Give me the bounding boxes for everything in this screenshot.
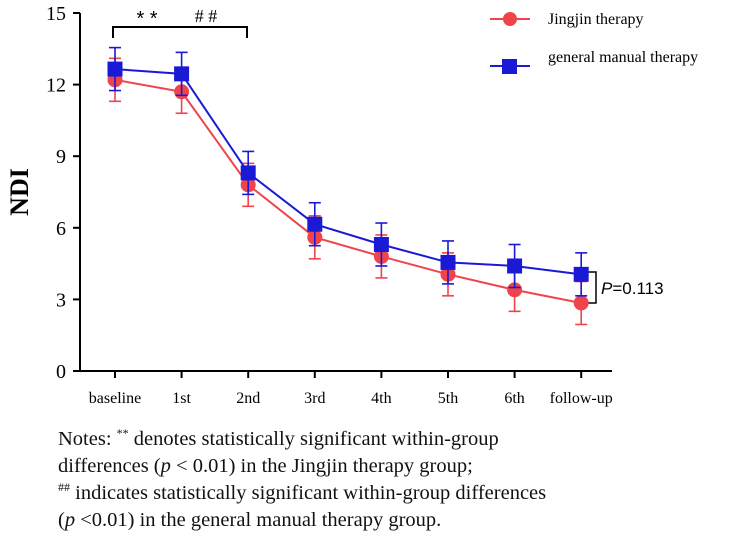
series-layer bbox=[107, 46, 589, 326]
significance-hashes: # # bbox=[195, 6, 218, 26]
x-ticks: baseline 1st 2nd 3rd 4th 5th 6th follow-up bbox=[89, 371, 613, 407]
x-tick-label: 1st bbox=[172, 390, 191, 407]
x-tick-label: follow-up bbox=[550, 390, 613, 407]
y-tick-label: 12 bbox=[46, 75, 66, 97]
svg-text:P=0.113: P=0.113 bbox=[601, 279, 664, 298]
legend-label-general: general manual therapy bbox=[548, 49, 698, 66]
legend-square-marker bbox=[502, 59, 517, 74]
x-tick-label: 2nd bbox=[236, 390, 260, 407]
data-point bbox=[307, 216, 323, 232]
x-tick-label: 5th bbox=[438, 390, 458, 407]
y-ticks: 0 3 6 9 12 15 bbox=[46, 3, 80, 383]
data-point bbox=[573, 295, 589, 311]
series-line bbox=[114, 78, 582, 304]
chart-notes: Notes: ** denotes statistically signific… bbox=[58, 426, 738, 534]
y-tick-label: 9 bbox=[56, 146, 66, 168]
x-tick-label: 3rd bbox=[304, 390, 325, 407]
p-value-p: P bbox=[601, 279, 613, 298]
data-point bbox=[373, 237, 389, 253]
data-point bbox=[573, 266, 589, 282]
significance-stars: * * bbox=[136, 8, 157, 30]
significance-bracket: * * # # bbox=[112, 6, 248, 38]
data-point bbox=[174, 66, 190, 82]
p-value-bracket: P=0.113 bbox=[586, 271, 664, 304]
y-axis-label: NDI bbox=[5, 168, 34, 216]
data-point bbox=[507, 258, 523, 274]
series-general bbox=[107, 46, 589, 297]
x-tick-label: 6th bbox=[504, 390, 524, 407]
notes-line-4: (p <0.01) in the general manual therapy … bbox=[58, 509, 442, 531]
data-point bbox=[107, 61, 123, 77]
data-point bbox=[240, 165, 256, 181]
data-point bbox=[440, 254, 456, 270]
legend-label-jingjin: Jingjin therapy bbox=[548, 11, 644, 28]
y-tick-label: 6 bbox=[56, 218, 66, 240]
notes-line-3: ## indicates statistically significant w… bbox=[58, 480, 547, 504]
series-line bbox=[114, 68, 582, 276]
legend-circle-marker bbox=[503, 12, 517, 26]
legend-item-general: general manual therapy bbox=[490, 49, 698, 74]
p-value-number: =0.113 bbox=[612, 279, 663, 298]
y-tick-label: 3 bbox=[56, 289, 66, 311]
y-tick-label: 15 bbox=[46, 3, 66, 25]
notes-line-1: Notes: ** denotes statistically signific… bbox=[58, 426, 499, 450]
y-tick-label: 0 bbox=[56, 361, 66, 383]
series-jingjin bbox=[107, 57, 589, 326]
x-tick-label: 4th bbox=[371, 390, 391, 407]
notes-line-2: differences (p < 0.01) in the Jingjin th… bbox=[58, 455, 473, 477]
data-point bbox=[507, 282, 523, 298]
x-tick-label: baseline bbox=[89, 390, 141, 407]
legend-item-jingjin: Jingjin therapy bbox=[490, 11, 644, 28]
legend: Jingjin therapy general manual therapy bbox=[490, 11, 698, 74]
